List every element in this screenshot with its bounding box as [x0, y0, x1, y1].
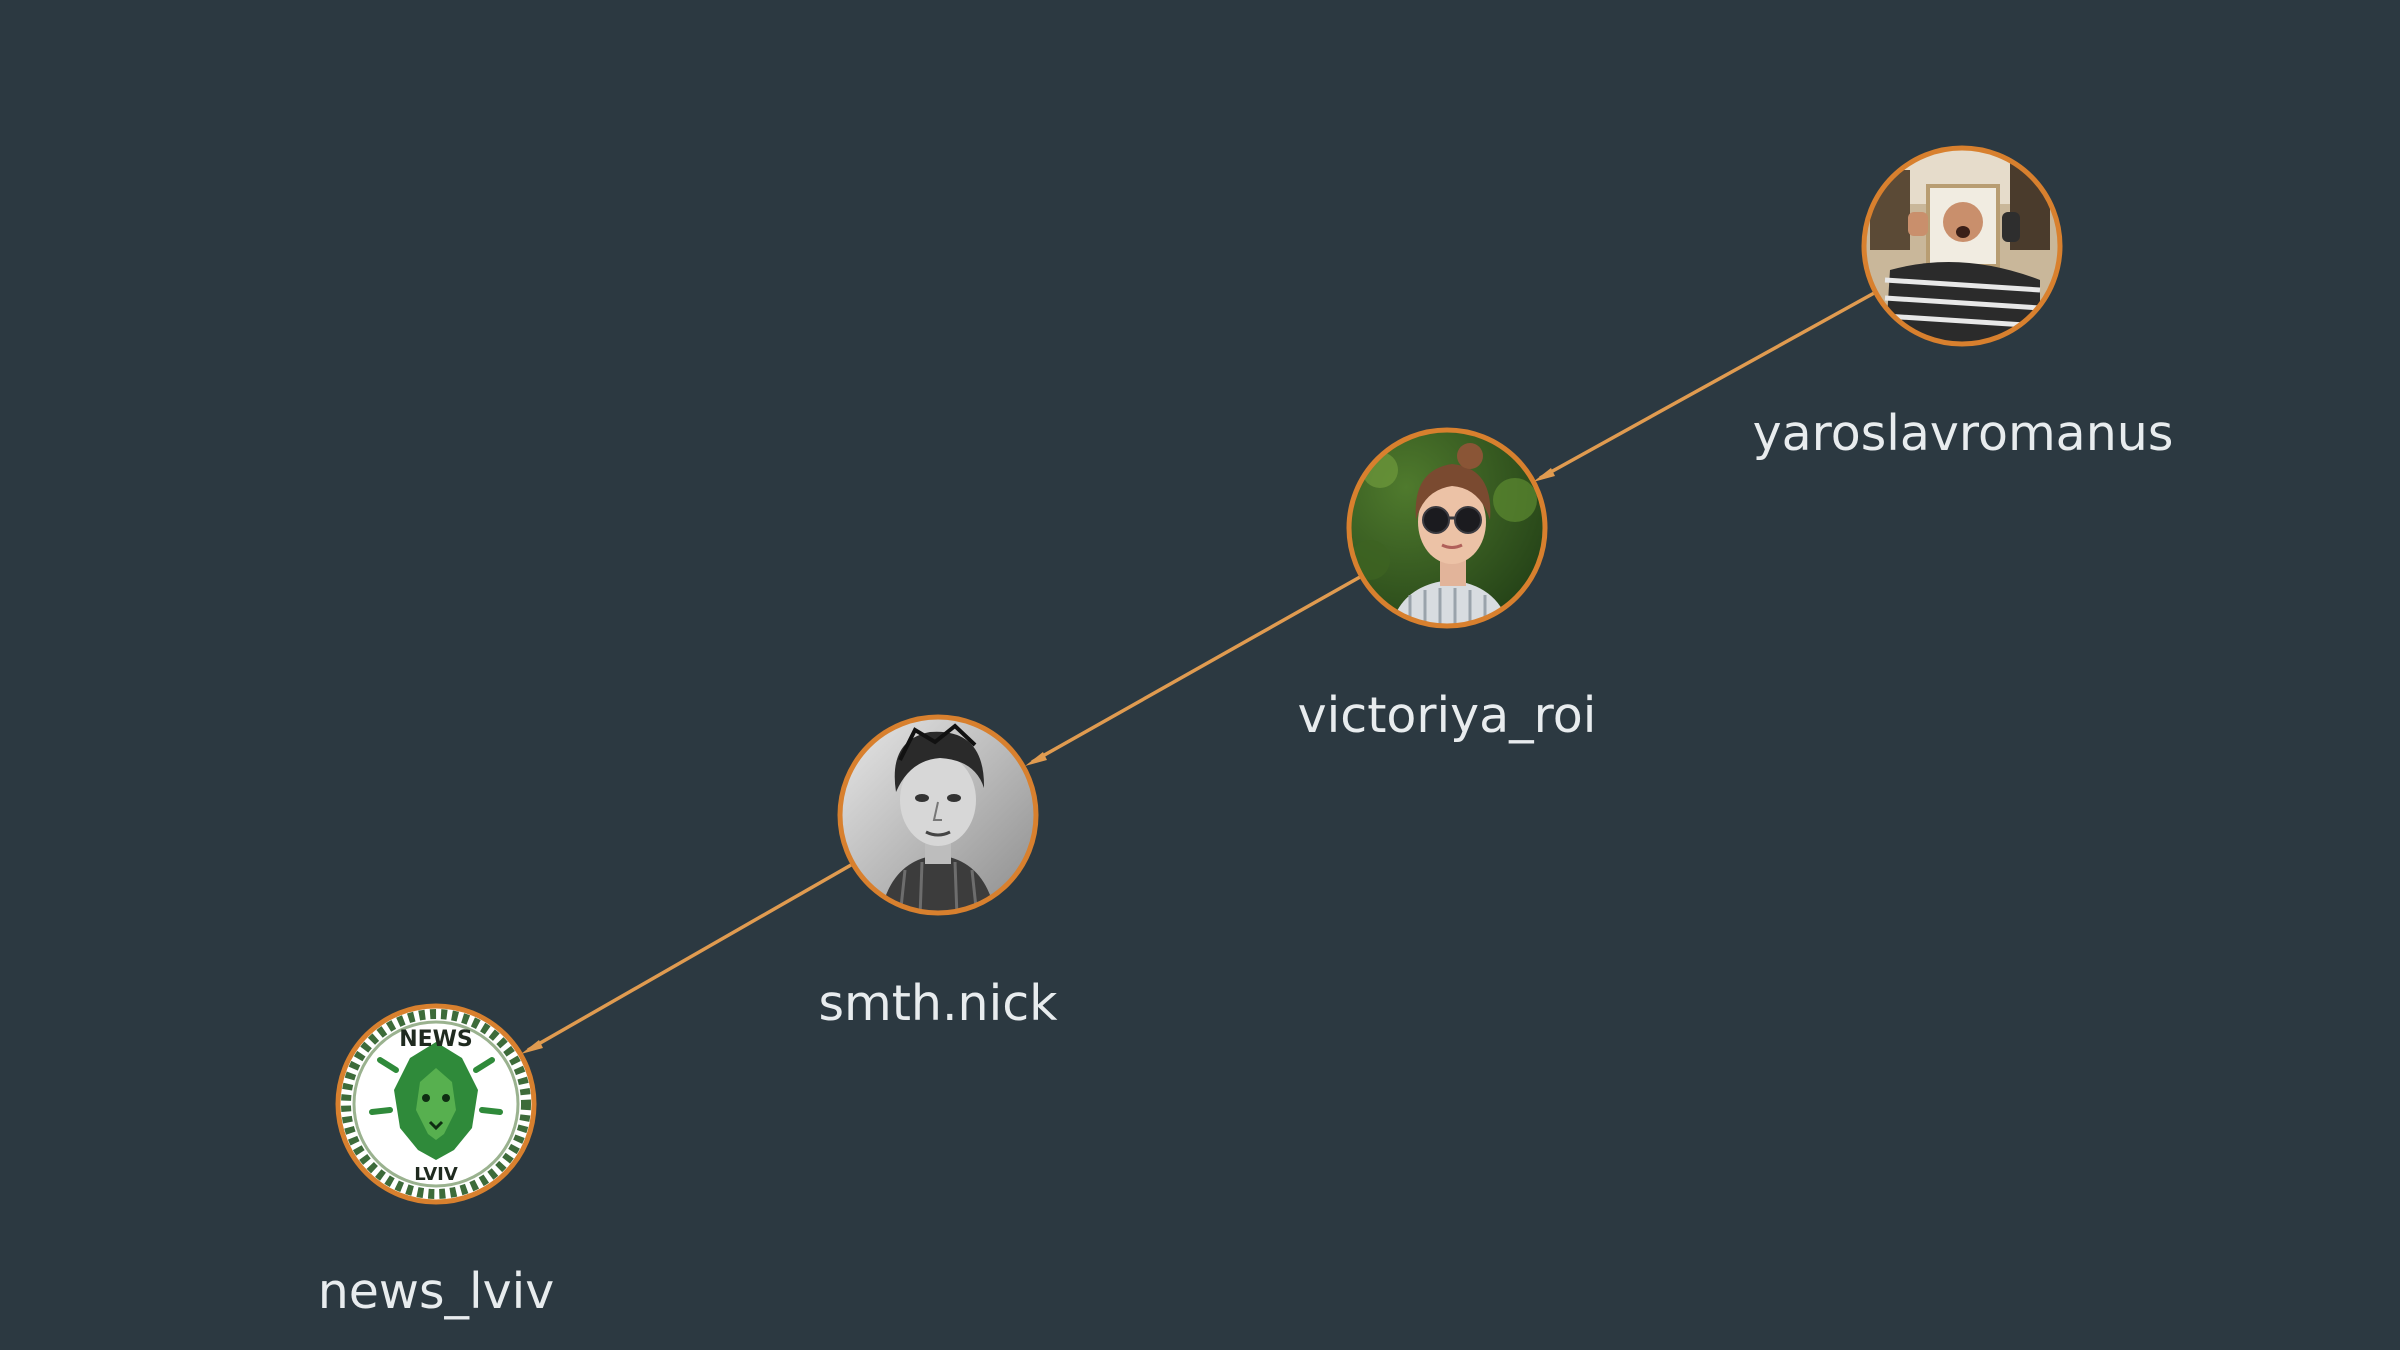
- node-news_lviv[interactable]: NEWS LVIV: [334, 1002, 538, 1206]
- edge-arrowhead: [521, 1040, 543, 1054]
- logo-text-news: NEWS: [399, 1027, 473, 1052]
- person-holding-portrait-photo-icon: [1866, 150, 2058, 342]
- woman-with-sunglasses-photo-icon: [1351, 432, 1543, 624]
- node-smth_nick[interactable]: [836, 713, 1040, 917]
- edges: [521, 290, 1877, 1054]
- node-ring: [1346, 427, 1548, 629]
- node-ring: [1861, 145, 2063, 347]
- pencil-drawn-portrait-icon: [842, 719, 1034, 911]
- node-label-yaroslavromanus: yaroslavromanus: [1752, 405, 2174, 462]
- node-label-news_lviv: news_lviv: [317, 1263, 555, 1320]
- green-lion-news-lviv-logo-icon: NEWS LVIV: [340, 1008, 532, 1200]
- logo-text-lviv: LVIV: [414, 1164, 458, 1185]
- node-label-smth_nick: smth.nick: [818, 975, 1058, 1032]
- node-label-victoriya_roi: victoriya_roi: [1297, 687, 1597, 744]
- node-yaroslavromanus[interactable]: [1860, 144, 2064, 350]
- edge-yaroslavromanus-to-victoriya_roi: [1539, 290, 1877, 480]
- edge-arrowhead: [1025, 752, 1047, 766]
- node-victoriya_roi[interactable]: [1345, 426, 1549, 630]
- edge-arrowhead: [1533, 468, 1555, 482]
- node-ring: [335, 1003, 537, 1205]
- edge-victoriya_roi-to-smth_nick: [1031, 575, 1361, 764]
- edge-smth_nick-to-news_lviv: [527, 863, 852, 1052]
- node-ring: [837, 714, 1039, 916]
